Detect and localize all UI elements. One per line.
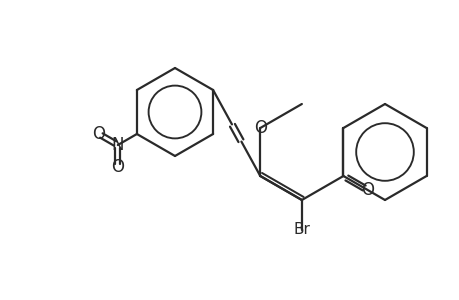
Text: O: O — [92, 125, 105, 143]
Text: O: O — [111, 158, 124, 176]
Text: O: O — [253, 119, 266, 137]
Text: N: N — [112, 136, 124, 154]
Text: Br: Br — [293, 223, 310, 238]
Text: O: O — [360, 181, 373, 199]
